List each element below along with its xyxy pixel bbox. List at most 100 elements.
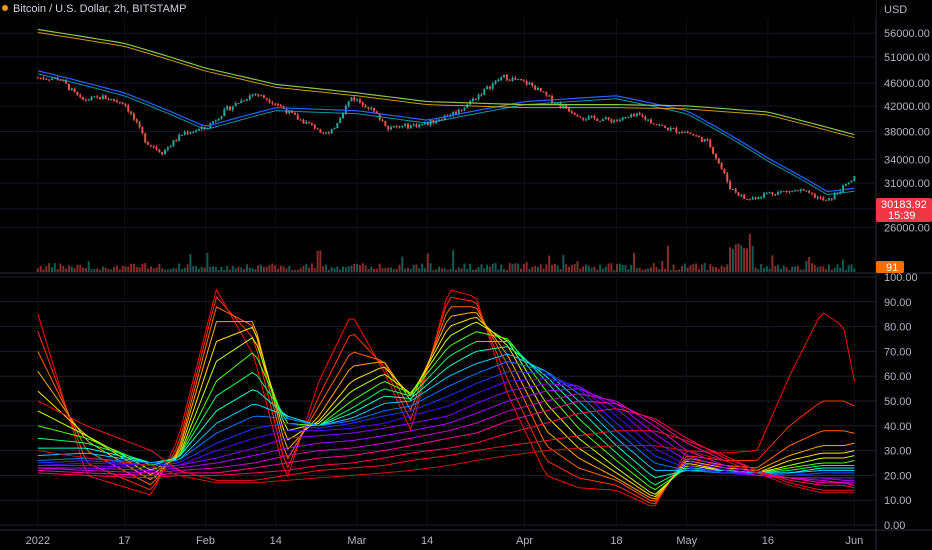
volume-bar	[200, 266, 203, 272]
volume-bar	[53, 263, 56, 272]
volume-bar	[217, 269, 220, 272]
candle-body	[39, 77, 42, 79]
volume-bar	[302, 266, 305, 272]
volume-bar	[810, 263, 813, 272]
candle-body	[443, 115, 446, 120]
candle-body	[308, 121, 311, 124]
candle-body	[203, 126, 206, 129]
volume-bar	[113, 266, 116, 272]
volume-bar	[452, 250, 455, 272]
volume-bar	[652, 263, 655, 272]
volume-bar	[166, 269, 169, 272]
time-tick-label: 14	[421, 535, 433, 547]
volume-bar	[350, 265, 353, 272]
volume-bar	[62, 265, 65, 272]
volume-bar	[45, 266, 48, 272]
candle-body	[669, 127, 672, 131]
volume-bar	[175, 268, 178, 272]
candle-body	[697, 135, 700, 137]
candle-body	[262, 95, 265, 99]
volume-bar	[245, 264, 248, 272]
oscillator-band-line	[37, 353, 855, 474]
volume-bar	[274, 265, 277, 272]
volume-bar	[791, 266, 794, 272]
candle-body	[570, 111, 573, 113]
candle-body	[192, 131, 195, 133]
volume-bar	[762, 268, 765, 272]
candle-body	[404, 123, 407, 126]
candle-body	[842, 185, 845, 193]
candle-body	[271, 102, 274, 104]
last-price: 30183.92	[881, 199, 927, 211]
volume-bar	[268, 265, 271, 272]
osc-tick-label: 50.00	[884, 396, 912, 408]
candle-body	[630, 114, 633, 117]
volume-bar	[435, 269, 438, 272]
volume-bar	[593, 266, 596, 272]
volume-bar	[757, 268, 760, 272]
moving-average-line	[37, 73, 855, 196]
volume-bar	[500, 264, 503, 272]
volume-bar	[115, 265, 118, 272]
volume-bar	[491, 263, 494, 272]
candle-body	[277, 103, 280, 106]
candle-body	[186, 132, 189, 134]
candle-body	[42, 77, 45, 80]
candle-body	[373, 107, 376, 112]
symbol-title[interactable]: Bitcoin / U.S. Dollar, 2h, BITSTAMP	[13, 3, 186, 15]
volume-bar	[551, 264, 554, 272]
volume-bar	[466, 268, 469, 272]
volume-bar	[788, 269, 791, 272]
volume-bar	[664, 268, 667, 272]
candle-body	[149, 144, 152, 146]
volume-bar	[296, 269, 299, 272]
volume-bar	[488, 266, 491, 272]
volume-bar	[449, 268, 452, 272]
volume-bar	[805, 260, 808, 272]
time-tick-label: Jun	[845, 535, 863, 547]
candle-body	[415, 124, 418, 127]
candle-body	[152, 145, 155, 148]
volume-bar	[144, 263, 147, 272]
candle-body	[45, 79, 48, 81]
price-tick-label: 46000.00	[884, 78, 930, 90]
candle-body	[93, 96, 96, 98]
candle-body	[169, 145, 172, 148]
volume-bar	[536, 266, 539, 272]
candle-body	[336, 122, 339, 129]
candle-body	[746, 199, 749, 201]
candle-body	[220, 116, 223, 119]
volume-bar	[777, 264, 780, 272]
candle-body	[788, 191, 791, 193]
candle-body	[240, 100, 243, 104]
candle-body	[805, 190, 808, 192]
volume-bar	[234, 268, 237, 272]
oscillator-band-line	[37, 393, 855, 484]
volume-bar	[519, 268, 522, 272]
volume-bar	[228, 269, 231, 272]
candle-body	[568, 108, 571, 112]
candle-body	[582, 117, 585, 120]
candle-body	[73, 88, 76, 92]
candle-body	[50, 78, 53, 80]
volume-bar	[358, 264, 361, 272]
price-tick-label: 34000.00	[884, 155, 930, 167]
volume-bar	[183, 267, 186, 272]
candle-body	[471, 98, 474, 101]
candle-body	[251, 94, 254, 96]
candle-body	[519, 79, 522, 81]
time-tick-label: 14	[270, 535, 282, 547]
candle-body	[525, 81, 528, 85]
rainbow-oscillator	[37, 288, 855, 507]
candle-body	[850, 180, 853, 183]
candle-body	[777, 192, 780, 195]
volume-bar	[79, 264, 82, 272]
volume-bar	[429, 263, 432, 272]
volume-bar	[709, 263, 712, 272]
candle-body	[683, 131, 686, 133]
volume-bar	[67, 265, 70, 272]
candle-body	[463, 107, 466, 111]
candle-body	[596, 118, 599, 122]
volume-bar	[754, 267, 757, 272]
